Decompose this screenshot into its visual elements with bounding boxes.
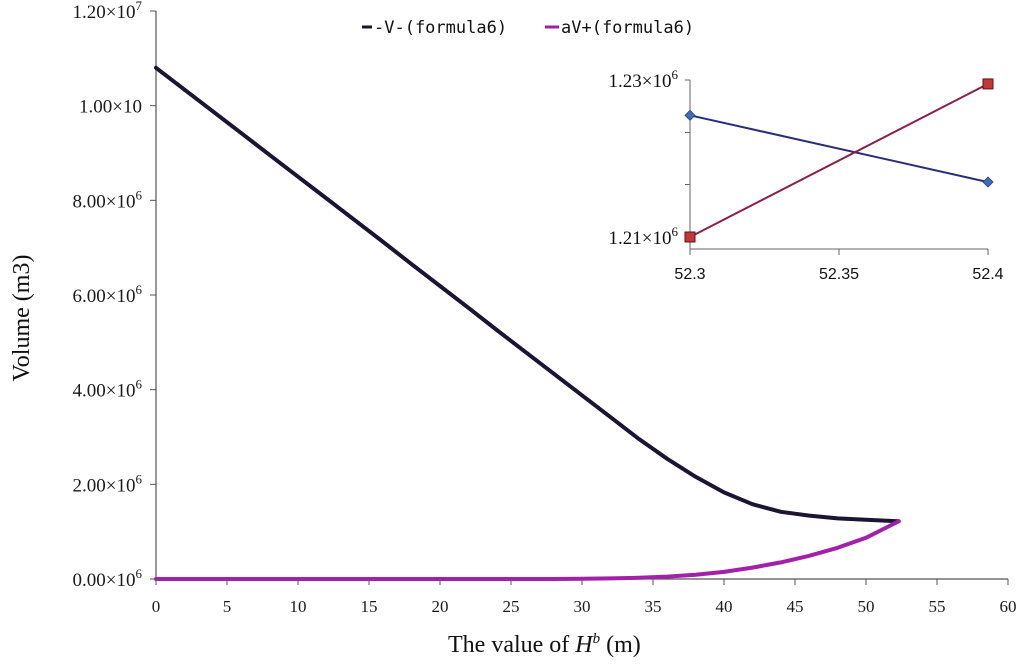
x-tick-label: 40	[716, 597, 733, 616]
x-tick-label: 35	[645, 597, 662, 616]
x-tick-label: 45	[787, 597, 804, 616]
tick-times: ×	[106, 2, 117, 23]
x-tick-label: 20	[432, 597, 449, 616]
inset-x-tick-label: 52.35	[819, 266, 859, 283]
tick-mantissa: 8.00	[73, 191, 106, 212]
inset-y-tick-label: 1.23×106	[609, 67, 679, 92]
tick-exponent: 6	[136, 471, 143, 486]
tick-times: ×	[106, 286, 117, 307]
inset-series-line-1	[689, 114, 989, 184]
tick-times: ×	[642, 71, 653, 92]
inset-diamond-marker	[684, 109, 696, 121]
tick-exponent: 6	[136, 187, 143, 202]
tick-exponent: 6	[672, 224, 679, 239]
tick-base: 10	[117, 2, 136, 23]
x-axis-title: The value of Hb (m)	[448, 631, 641, 658]
tick-base: 10	[653, 71, 672, 92]
tick-base: 10	[117, 286, 136, 307]
tick-times: ×	[642, 228, 653, 249]
tick-times: ×	[112, 97, 123, 118]
tick-mantissa: 6.00	[73, 286, 106, 307]
tick-exponent: 7	[136, 0, 143, 13]
y-tick-label: 1.20×107	[73, 0, 143, 23]
tick-mantissa: 1.20	[73, 2, 106, 23]
tick-base: 10	[117, 570, 136, 591]
main-plot: 0 5 10 15 20 25 30 35 40 45 50 55 600.00×1062.00×106…	[73, 0, 1017, 616]
tick-times: ×	[106, 381, 117, 402]
x-tick-label: 25	[503, 597, 520, 616]
tick-mantissa: 1.00	[79, 97, 112, 118]
series-line-v-minus	[154, 65, 901, 524]
tick-exponent: 6	[672, 67, 679, 82]
legend: -V-(formula6) aV+(formula6)	[362, 18, 694, 38]
y-tick-label: 0.00×106	[73, 566, 143, 591]
tick-mantissa: 2.00	[73, 475, 106, 496]
x-tick-label: 60	[1000, 597, 1017, 616]
inset-diamond-marker	[982, 176, 994, 188]
tick-exponent: 6	[136, 377, 143, 392]
x-tick-label: 55	[929, 597, 946, 616]
tick-times: ×	[106, 570, 117, 591]
tick-exponent: 6	[136, 282, 143, 297]
x-tick-label: 5	[223, 597, 232, 616]
inset-background	[575, 55, 1015, 300]
y-tick-label: 6.00×106	[73, 282, 143, 307]
x-tick-label: 0	[152, 597, 161, 616]
x-tick-label: 10	[290, 597, 307, 616]
x-tick-label: 50	[858, 597, 875, 616]
y-tick-label: 4.00×106	[73, 377, 143, 402]
tick-base: 10	[123, 97, 142, 118]
legend-label-av-plus: aV+(formula6)	[561, 18, 694, 38]
tick-times: ×	[106, 475, 117, 496]
legend-label-v-minus: -V-(formula6)	[374, 18, 507, 38]
x-tick-label: 15	[361, 597, 378, 616]
series-line-av-plus	[154, 519, 901, 581]
y-axis-title: Volume (m3)	[9, 255, 35, 382]
x-tick-label: 30	[574, 597, 591, 616]
y-tick-label: 8.00×106	[73, 187, 143, 212]
tick-exponent: 6	[136, 566, 143, 581]
tick-mantissa: 0.00	[73, 570, 106, 591]
y-tick-label: 1.00×10	[79, 97, 142, 118]
tick-base: 10	[117, 191, 136, 212]
tick-base: 10	[117, 475, 136, 496]
y-tick-label: 2.00×106	[73, 471, 143, 496]
tick-base: 10	[653, 228, 672, 249]
tick-times: ×	[106, 191, 117, 212]
inset-y-tick-label: 1.21×106	[609, 224, 679, 249]
inset-x-tick-label: 52.3	[674, 266, 705, 283]
tick-mantissa: 1.21	[609, 228, 642, 249]
inset-square-marker	[684, 231, 696, 243]
inset-series-line-2	[689, 83, 989, 238]
tick-mantissa: 1.23	[609, 71, 642, 92]
inset-square-marker	[982, 78, 994, 90]
inset-x-tick-label: 52.4	[972, 266, 1003, 283]
tick-base: 10	[117, 381, 136, 402]
tick-mantissa: 4.00	[73, 381, 106, 402]
